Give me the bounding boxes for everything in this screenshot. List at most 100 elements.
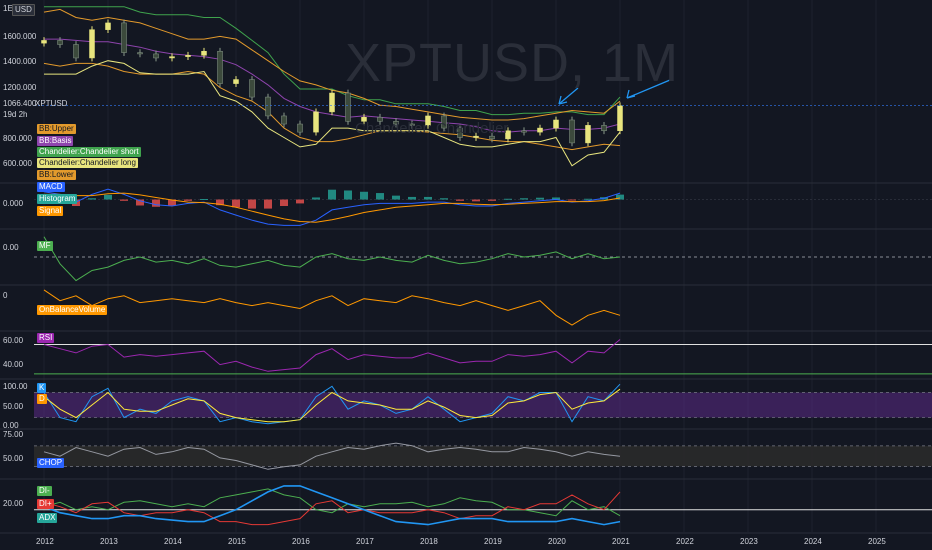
macd-histogram-bar [280, 199, 288, 206]
candle-body [329, 92, 335, 113]
legend-bb-upper[interactable]: BB:Upper [37, 124, 76, 134]
candle-body [281, 115, 287, 125]
macd-histogram-bar [440, 198, 448, 200]
macd-histogram-bar [296, 199, 304, 204]
annotation-arrow-head [626, 89, 636, 99]
candle-body [41, 40, 47, 44]
candle-body [105, 22, 111, 30]
di-minus-line [43, 488, 621, 517]
time-tick-label: 2015 [228, 537, 246, 546]
symbol-watermark: XPTUSD, 1M [345, 33, 680, 93]
time-tick-label: 2023 [740, 537, 758, 546]
chandelier-long-line [44, 60, 621, 167]
pane-dividers [0, 182, 932, 534]
candle-body [569, 119, 575, 144]
chart-marks [34, 6, 932, 526]
annotation-arrow-shaft [626, 79, 671, 99]
macd-histogram-bar [104, 194, 112, 200]
price-tick: 800.000 [3, 134, 32, 143]
candle-body [89, 29, 95, 59]
candle-body [297, 123, 303, 133]
chop-axis-label: 50.00 [3, 454, 24, 463]
chop-line [43, 442, 621, 470]
di-plus-line [43, 491, 621, 526]
candle-body [265, 96, 271, 117]
adx-axis-label: 20.00 [3, 499, 24, 508]
stoch-band [34, 392, 932, 418]
candle-body [601, 125, 607, 132]
legend-mf[interactable]: MF [37, 241, 53, 251]
price-tick: 1200.000 [3, 83, 37, 92]
legend-di-plus[interactable]: DI+ [37, 499, 54, 509]
legend-adx[interactable]: ADX [37, 513, 58, 523]
legend-signal[interactable]: Signal [37, 206, 64, 216]
candle-body [57, 40, 63, 45]
candle-body [505, 130, 511, 140]
candle-body [521, 130, 527, 133]
time-tick-label: 2022 [676, 537, 694, 546]
legend-stoch-d[interactable]: D [37, 394, 47, 404]
candle-body [217, 50, 223, 84]
obv-axis-label: 0 [3, 291, 8, 300]
macd-axis-label: 0.000 [3, 199, 24, 208]
legend-histogram[interactable]: Histogram [37, 194, 78, 204]
macd-histogram-bar [424, 196, 432, 200]
legend-bb-lower[interactable]: BB:Lower [37, 170, 76, 180]
oscillator-bands [34, 199, 932, 511]
macd-histogram-bar [312, 197, 320, 200]
price-tick: 1600.000 [3, 32, 37, 41]
legend-obv[interactable]: OnBalanceVolume [37, 305, 108, 315]
candle-body [249, 79, 255, 98]
candle-body [313, 111, 319, 133]
candle-body [489, 135, 495, 140]
legend-macd[interactable]: MACD [37, 182, 65, 192]
macd-histogram-bar [88, 198, 96, 200]
macd-histogram-bar [584, 198, 592, 200]
obv-line [43, 289, 621, 326]
macd-histogram-bar [504, 198, 512, 200]
legend-di-minus[interactable]: DI- [37, 486, 52, 496]
macd-line [43, 188, 621, 226]
candle-body [585, 125, 591, 144]
macd-histogram-bar [248, 199, 256, 209]
rsi-axis-label: 60.00 [3, 336, 24, 345]
legend-bb-basis[interactable]: BB:Basis [37, 136, 74, 146]
legend-rsi[interactable]: RSI [37, 333, 55, 343]
grid-lines [43, 0, 877, 532]
candle-body [73, 44, 79, 59]
macd-histogram-bar [392, 195, 400, 200]
time-tick-label: 2016 [292, 537, 310, 546]
last-price: 1066.400 [3, 99, 37, 108]
macd-histogram-bar [264, 199, 272, 209]
candle-body [441, 115, 447, 129]
time-tick-label: 2017 [356, 537, 374, 546]
candle-body [169, 56, 175, 59]
mf-line [43, 236, 621, 282]
macd-histogram-bar [136, 199, 144, 206]
candle-body [617, 105, 623, 132]
macd-histogram-bar [456, 199, 464, 201]
legend-chandelier-long[interactable]: Chandelier:Chandelier long [37, 158, 138, 168]
candle-body [425, 115, 431, 126]
legend-stoch-k[interactable]: K [37, 383, 47, 393]
macd-histogram-bar [152, 199, 160, 207]
time-tick-label: 2019 [484, 537, 502, 546]
annotation-arrow-head [558, 95, 568, 105]
annotation-arrows [558, 79, 671, 105]
currency-badge[interactable]: USD [12, 4, 35, 16]
candle-body [137, 52, 143, 55]
time-tick-label: 2014 [164, 537, 182, 546]
price-tick-partial: 1E [3, 4, 13, 13]
time-tick-label: 2018 [420, 537, 438, 546]
candle-body [361, 117, 367, 122]
candle-body [377, 117, 383, 122]
legend-chandelier-short[interactable]: Chandelier:Chandelier short [37, 147, 141, 157]
legend-chop[interactable]: CHOP [37, 458, 65, 468]
rsi-axis-label: 40.00 [3, 360, 24, 369]
candle-body [553, 119, 559, 129]
signal-line [44, 192, 621, 223]
macd-histogram-bar [408, 196, 416, 200]
last-price-symbol: XPTUSD [35, 99, 68, 108]
candle-body [233, 79, 239, 84]
